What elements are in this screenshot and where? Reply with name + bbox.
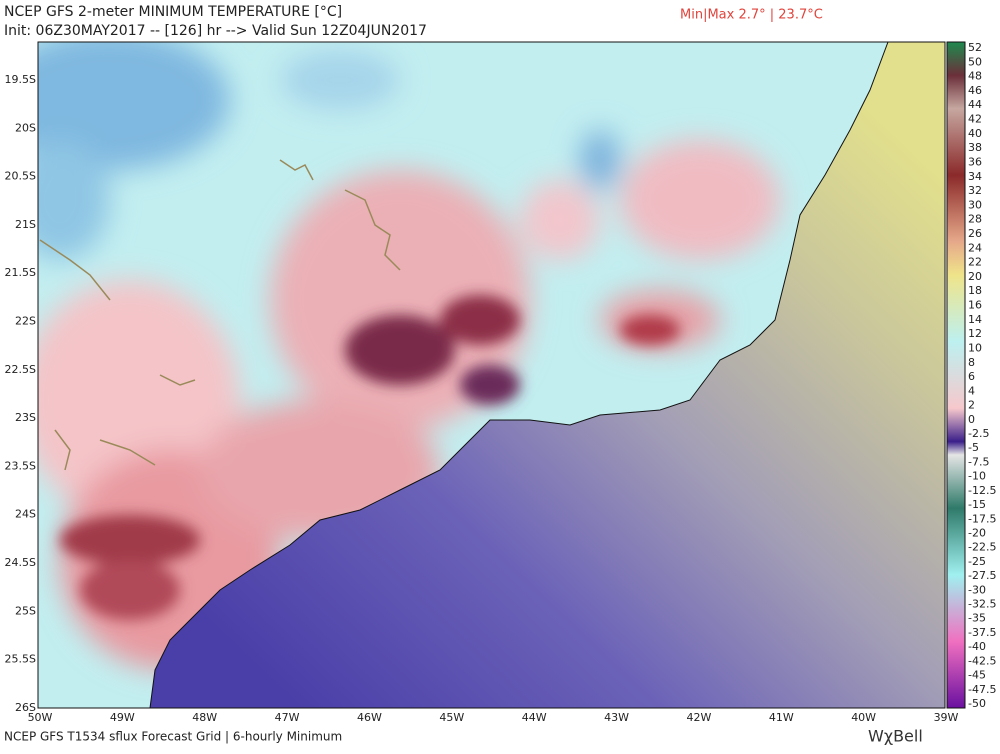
lat-label: 19.5S: [5, 73, 36, 86]
colorbar-label: 10: [968, 341, 982, 354]
title: NCEP GFS 2-meter MINIMUM TEMPERATURE [°C…: [4, 4, 342, 20]
colorbar-label: -7.5: [968, 455, 989, 468]
lon-label: 42W: [686, 711, 711, 724]
colorbar-label: 30: [968, 198, 982, 211]
labels: 19.5S 20S 20.5S 21S 21.5S 22S 22.5S 23S 23.5S 24S…: [5, 41, 997, 724]
colorbar-label: -12.5: [968, 484, 996, 497]
colorbar-label: 36: [968, 155, 982, 168]
lon-label: 48W: [192, 711, 217, 724]
colorbar-label: 44: [968, 98, 982, 111]
colorbar-label: 2: [968, 399, 975, 412]
lon-label: 50W: [28, 711, 53, 724]
lat-label: 21S: [15, 218, 36, 231]
colorbar-label: 42: [968, 113, 982, 126]
colorbar-label: 52: [968, 41, 982, 54]
min-max: Min|Max 2.7° | 23.7°C: [680, 8, 823, 23]
lat-label: 24.5S: [5, 556, 36, 569]
colorbar-label: -20: [968, 526, 986, 539]
colorbar-label: 6: [968, 370, 975, 383]
map-frame: [37, 41, 946, 709]
reservoirs: [39, 159, 401, 471]
colorbar-label: 40: [968, 127, 982, 140]
lon-label: 49W: [110, 711, 135, 724]
colorbar-label: 12: [968, 327, 982, 340]
colorbar-label: 14: [968, 313, 982, 326]
colorbar-label: -37.5: [968, 626, 996, 639]
lon-label: 45W: [439, 711, 464, 724]
lat-label: 22S: [15, 315, 36, 328]
colorbar-label: 4: [968, 384, 975, 397]
colorbar-label: 28: [968, 213, 982, 226]
lon-label: 47W: [275, 711, 300, 724]
colorbar-label: 24: [968, 241, 982, 254]
colorbar-label: 20: [968, 270, 982, 283]
colorbar-label: 18: [968, 284, 982, 297]
logo: WχBell: [868, 727, 923, 746]
lat-label: 25.5S: [5, 653, 36, 666]
lon-label: 44W: [522, 711, 547, 724]
lat-label: 22.5S: [5, 363, 36, 376]
lat-label: 23S: [15, 411, 36, 424]
colorbar-label: 48: [968, 70, 982, 83]
map: [38, 42, 945, 708]
colorbar-label: -40: [968, 640, 986, 653]
init-line: Init: 06Z30MAY2017 -- [126] hr --> Valid…: [4, 23, 427, 39]
colorbar-label: -25: [968, 555, 986, 568]
colorbar-label: 50: [968, 55, 982, 68]
colorbar-label: 26: [968, 227, 982, 240]
colorbar-label: -2.5: [968, 427, 989, 440]
colorbar-label: -47.5: [968, 683, 996, 696]
lat-label: 24S: [15, 508, 36, 521]
lon-label: 46W: [357, 711, 382, 724]
colorbar-label: 0: [968, 413, 975, 426]
ocean: [149, 42, 945, 708]
colorbar-label: -32.5: [968, 598, 996, 611]
footer-source: NCEP GFS T1534 sflux Forecast Grid | 6-h…: [4, 730, 342, 744]
colorbar-label: -50: [968, 697, 986, 710]
colorbar-label: 8: [968, 356, 975, 369]
colorbar-label: 34: [968, 170, 982, 183]
colorbar-label: -30: [968, 583, 986, 596]
lat-label: 23.5S: [5, 459, 36, 472]
colorbar-label: 16: [968, 299, 982, 312]
colorbar-label: 22: [968, 256, 982, 269]
lat-label: 26S: [15, 701, 36, 714]
lat-label: 20.5S: [5, 170, 36, 183]
lat-label: 25S: [15, 604, 36, 617]
colorbar-label: -22.5: [968, 541, 996, 554]
colorbar-label: -10: [968, 470, 986, 483]
lon-label: 43W: [604, 711, 629, 724]
colorbar: [946, 41, 966, 709]
colorbar-label: 38: [968, 141, 982, 154]
colorbar-label: -42.5: [968, 654, 996, 667]
lon-label: 41W: [769, 711, 794, 724]
colorbar-label: -5: [968, 441, 979, 454]
colorbar-label: -17.5: [968, 512, 996, 525]
lat-label: 21.5S: [5, 266, 36, 279]
colorbar-label: -35: [968, 612, 986, 625]
lon-label: 39W: [934, 711, 959, 724]
colorbar-label: -15: [968, 498, 986, 511]
colorbar-label: 32: [968, 184, 982, 197]
colorbar-label: -45: [968, 669, 986, 682]
colorbar-label: -27.5: [968, 569, 996, 582]
colorbar-label: 46: [968, 84, 982, 97]
lon-label: 40W: [851, 711, 876, 724]
lat-label: 20S: [15, 121, 36, 134]
